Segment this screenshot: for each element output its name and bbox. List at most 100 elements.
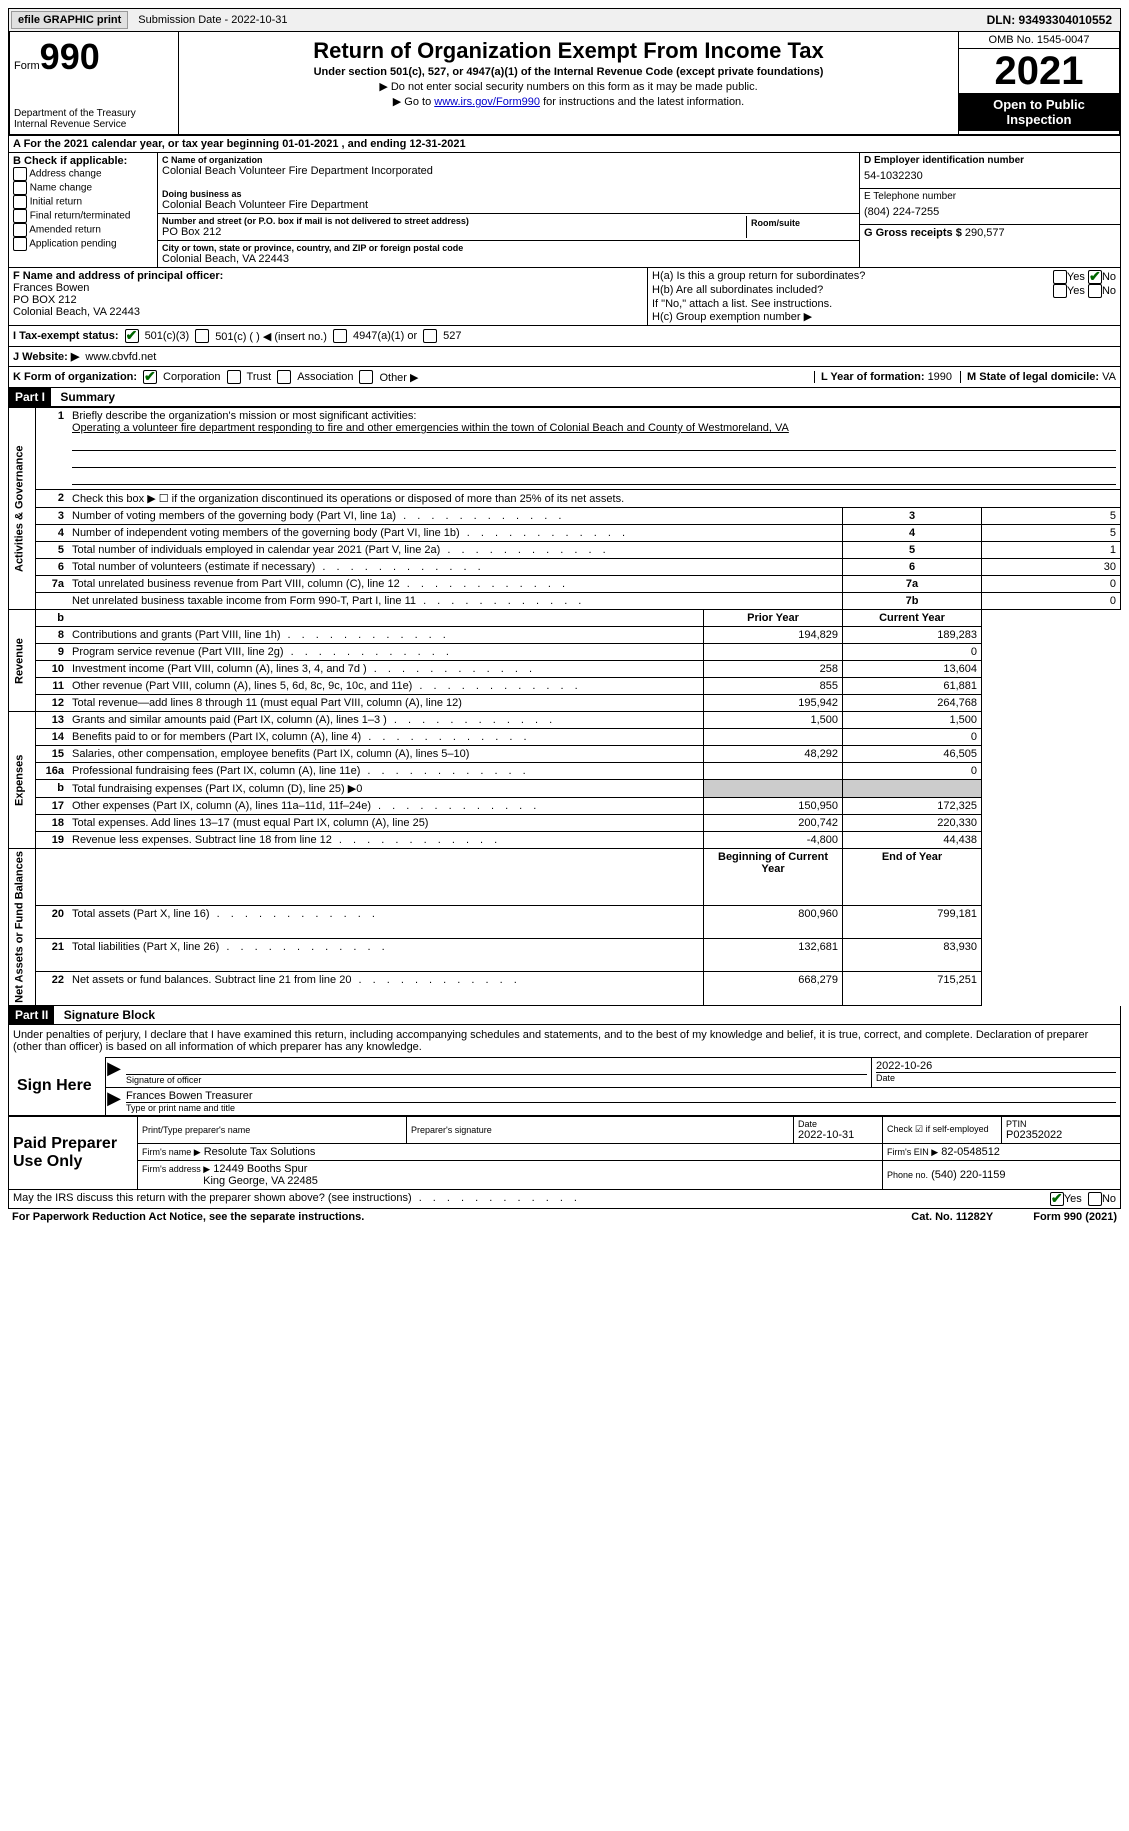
exp-line-16b: bTotal fundraising expenses (Part IX, co… [9, 780, 1121, 798]
row-k-form-org: K Form of organization: Corporation Trus… [8, 367, 1121, 388]
may-irs-yes-cb[interactable] [1050, 1192, 1064, 1206]
opt-501c3: 501(c)(3) [145, 330, 190, 342]
cb-application-pending[interactable]: Application pending [13, 237, 153, 251]
cb-name-change[interactable]: Name change [13, 181, 153, 195]
efile-print-button[interactable]: efile GRAPHIC print [11, 11, 128, 29]
phone-value: (804) 224-7255 [864, 202, 1116, 222]
j-label: J Website: ▶ [13, 350, 79, 363]
f-addr2: Colonial Beach, VA 22443 [13, 306, 140, 318]
opt-4947: 4947(a)(1) or [353, 330, 417, 342]
form-footer: Form 990 (2021) [1033, 1211, 1117, 1223]
cb-other[interactable] [359, 370, 373, 384]
prep-date-label: Date [798, 1119, 878, 1129]
col-b-checkboxes: B Check if applicable: Address change Na… [9, 153, 158, 267]
row-a-tax-year: A For the 2021 calendar year, or tax yea… [8, 136, 1121, 153]
principal-officer: F Name and address of principal officer:… [9, 268, 648, 325]
note2-pre: ▶ Go to [393, 96, 434, 108]
ein-value: 54-1032230 [864, 166, 1116, 186]
gross-label: G Gross receipts $ [864, 227, 962, 239]
row-f-h: F Name and address of principal officer:… [8, 268, 1121, 326]
cb-501c[interactable] [195, 329, 209, 343]
exp-line-18: 18Total expenses. Add lines 13–17 (must … [9, 815, 1121, 832]
cb-address-change[interactable]: Address change [13, 167, 153, 181]
header-right: OMB No. 1545-0047 2021 Open to Public In… [958, 32, 1119, 134]
form-note-2: ▶ Go to www.irs.gov/Form990 for instruct… [183, 95, 954, 108]
submission-date: Submission Date - 2022-10-31 [132, 12, 293, 28]
may-irs-no: No [1102, 1193, 1116, 1205]
header-left: Form990 Department of the Treasury Inter… [10, 32, 179, 134]
irs-link[interactable]: www.irs.gov/Form990 [434, 96, 540, 108]
hb-yes[interactable]: Yes [1067, 285, 1085, 297]
part-1-title: Summary [54, 388, 121, 406]
may-irs-discuss-row: May the IRS discuss this return with the… [8, 1190, 1121, 1209]
firm-addr1: 12449 Booths Spur [213, 1163, 307, 1175]
opt-527: 527 [443, 330, 461, 342]
na-line-21: 21Total liabilities (Part X, line 26)132… [9, 939, 1121, 972]
m-value: VA [1102, 371, 1116, 383]
ein-label: D Employer identification number [864, 155, 1116, 166]
h-section: H(a) Is this a group return for subordin… [648, 268, 1120, 325]
prep-date: 2022-10-31 [798, 1129, 878, 1141]
exp-line-14: 14Benefits paid to or for members (Part … [9, 729, 1121, 746]
irs-label: Internal Revenue Service [14, 119, 174, 130]
cb-corp[interactable] [143, 370, 157, 384]
hb-no[interactable]: No [1102, 285, 1116, 297]
cb-527[interactable] [423, 329, 437, 343]
pra-notice: For Paperwork Reduction Act Notice, see … [12, 1211, 364, 1223]
line-2: Check this box ▶ ☐ if the organization d… [68, 490, 1121, 508]
part-2-header-row: Part II Signature Block [8, 1006, 1121, 1025]
opt-trust: Trust [247, 371, 272, 383]
main-info-block: B Check if applicable: Address change Na… [8, 153, 1121, 268]
firm-ein-label: Firm's EIN ▶ [887, 1147, 938, 1157]
form-title: Return of Organization Exempt From Incom… [183, 38, 954, 64]
firm-phone: (540) 220-1159 [931, 1169, 1005, 1181]
firm-ein: 82-0548512 [941, 1146, 1000, 1158]
cb-4947[interactable] [333, 329, 347, 343]
hb-note: If "No," attach a list. See instructions… [652, 298, 1116, 310]
rev-line-12: 12Total revenue—add lines 8 through 11 (… [9, 695, 1121, 712]
self-employed-check[interactable]: Check ☑ if self-employed [883, 1116, 1002, 1143]
form-prefix: Form [14, 60, 40, 72]
cb-trust[interactable] [227, 370, 241, 384]
j-value: www.cbvfd.net [85, 351, 156, 363]
city-label: City or town, state or province, country… [162, 243, 855, 253]
briefly-label: Briefly describe the organization's miss… [72, 410, 416, 422]
signature-block: Under penalties of perjury, I declare th… [8, 1025, 1121, 1116]
org-name: Colonial Beach Volunteer Fire Department… [162, 165, 855, 177]
cb-initial-return[interactable]: Initial return [13, 195, 153, 209]
k-label: K Form of organization: [13, 371, 137, 383]
gov-line-7a: 7aTotal unrelated business revenue from … [9, 576, 1121, 593]
dln-label: DLN: 93493304010552 [981, 11, 1118, 29]
part-1-badge: Part I [9, 388, 51, 406]
street-label: Number and street (or P.O. box if mail i… [162, 216, 746, 226]
cb-assoc[interactable] [277, 370, 291, 384]
hc-label: H(c) Group exemption number ▶ [652, 310, 1116, 323]
gov-line-3: 3Number of voting members of the governi… [9, 508, 1121, 525]
cb-501c3[interactable] [125, 329, 139, 343]
form-note-1: ▶ Do not enter social security numbers o… [183, 80, 954, 93]
row-i-tax-status: I Tax-exempt status: 501(c)(3) 501(c) ( … [8, 326, 1121, 347]
i-label: I Tax-exempt status: [13, 330, 119, 342]
may-irs-no-cb[interactable] [1088, 1192, 1102, 1206]
ha-no[interactable]: No [1102, 271, 1116, 283]
form-subtitle: Under section 501(c), 527, or 4947(a)(1)… [183, 66, 954, 78]
part-1-header-row: Part I Summary [8, 388, 1121, 407]
firm-phone-label: Phone no. [887, 1170, 928, 1180]
street-value: PO Box 212 [162, 226, 746, 238]
gov-line-4: 4Number of independent voting members of… [9, 525, 1121, 542]
ha-yes[interactable]: Yes [1067, 271, 1085, 283]
omb-number: OMB No. 1545-0047 [959, 32, 1119, 49]
na-line-20: 20Total assets (Part X, line 16)800,9607… [9, 905, 1121, 938]
room-label: Room/suite [751, 218, 851, 228]
row-j-website: J Website: ▶ www.cbvfd.net [8, 347, 1121, 367]
cb-final-return[interactable]: Final return/terminated [13, 209, 153, 223]
exp-line-15: 15Salaries, other compensation, employee… [9, 746, 1121, 763]
may-irs-yes: Yes [1064, 1193, 1082, 1205]
na-header-row: Net Assets or Fund Balances Beginning of… [9, 849, 1121, 906]
sign-here-label: Sign Here [9, 1057, 106, 1115]
cb-amended[interactable]: Amended return [13, 223, 153, 237]
sidetab-governance: Activities & Governance [9, 408, 36, 610]
exp-line-17: 17Other expenses (Part IX, column (A), l… [9, 798, 1121, 815]
dba-value: Colonial Beach Volunteer Fire Department [162, 199, 855, 211]
rev-line-9: 9Program service revenue (Part VIII, lin… [9, 644, 1121, 661]
